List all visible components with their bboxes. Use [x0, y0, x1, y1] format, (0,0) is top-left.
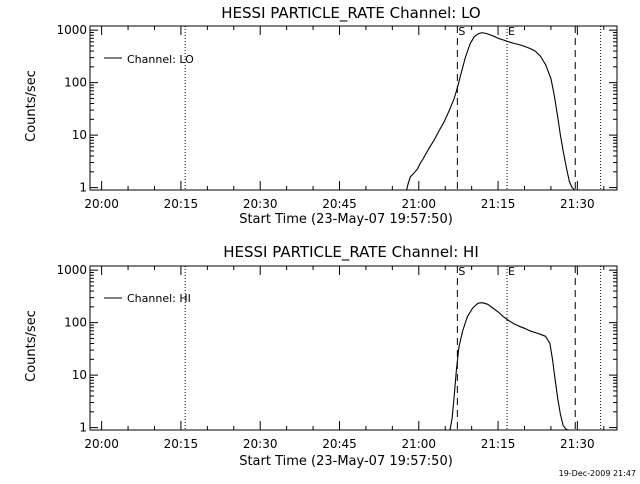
- x-tick-label-hi: 21:15: [481, 437, 516, 451]
- x-tick-label-lo: 20:45: [322, 197, 357, 211]
- plot-frame-hi: [89, 265, 618, 431]
- y-axis-label-lo: Counts/sec: [24, 70, 39, 142]
- x-tick-label-lo: 20:15: [164, 197, 199, 211]
- marker-label-hi: E: [508, 265, 515, 278]
- series-line-hi: [449, 302, 569, 431]
- x-tick-label-hi: 20:30: [243, 437, 278, 451]
- x-tick-label-lo: 20:30: [243, 197, 278, 211]
- y-axis-label-hi: Counts/sec: [24, 310, 39, 382]
- y-tick-label-hi: 1: [79, 421, 87, 435]
- marker-label-lo: S: [458, 25, 465, 38]
- x-tick-label-hi: 20:45: [322, 437, 357, 451]
- generation-timestamp: 19-Dec-2009 21:47: [559, 469, 636, 478]
- x-tick-label-lo: 21:15: [481, 197, 516, 211]
- y-tick-label-hi: 10: [72, 368, 87, 382]
- y-tick-label-lo: 100: [64, 76, 87, 90]
- x-tick-label-hi: 21:30: [560, 437, 595, 451]
- marker-label-lo: E: [508, 25, 515, 38]
- chart-title-lo: HESSI PARTICLE_RATE Channel: LO: [221, 4, 480, 23]
- x-tick-label-lo: 21:00: [401, 197, 436, 211]
- x-axis-label-hi: Start Time (23-May-07 19:57:50): [239, 454, 453, 469]
- x-tick-label-hi: 21:00: [401, 437, 436, 451]
- series-line-lo: [406, 32, 576, 191]
- chart-title-hi: HESSI PARTICLE_RATE Channel: HI: [223, 243, 479, 262]
- legend-label-hi: Channel: HI: [127, 292, 191, 305]
- y-tick-label-hi: 1000: [56, 263, 87, 277]
- y-tick-label-lo: 10: [72, 128, 87, 142]
- marker-label-hi: S: [458, 265, 465, 278]
- x-axis-label-lo: Start Time (23-May-07 19:57:50): [239, 212, 453, 227]
- x-tick-label-lo: 21:30: [560, 197, 595, 211]
- y-tick-label-lo: 1000: [56, 23, 87, 37]
- legend-label-lo: Channel: LO: [127, 53, 194, 66]
- x-tick-label-hi: 20:15: [164, 437, 199, 451]
- x-tick-label-lo: 20:00: [84, 197, 119, 211]
- x-tick-label-hi: 20:00: [84, 437, 119, 451]
- plot-frame-lo: [89, 25, 618, 191]
- y-tick-label-hi: 100: [64, 316, 87, 330]
- y-tick-label-lo: 1: [79, 181, 87, 195]
